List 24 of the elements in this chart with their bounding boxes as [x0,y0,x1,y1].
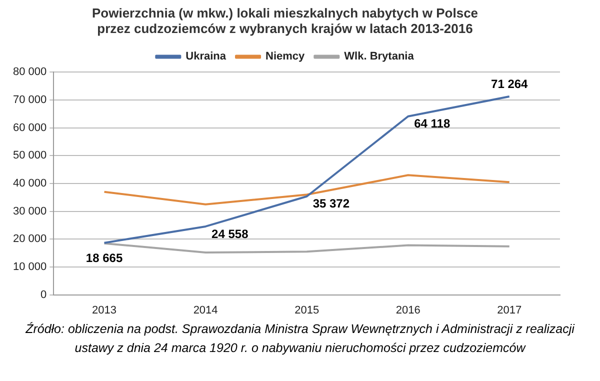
data-label: 71 264 [491,76,528,91]
data-label: 18 665 [86,251,123,266]
chart-title: Powierzchnia (w mkw.) lokali mieszkalnych nabytych w Polsce przez cudzoziemców z wybranych krajów w latach 2013-2016 [92,5,478,36]
y-tick-label: 50 000 [12,150,47,162]
x-tick-label: 2016 [396,304,420,316]
data-label: 64 118 [414,116,450,131]
y-tick-label: 40 000 [12,178,47,190]
legend-label: Wlk. Brytania [344,50,415,63]
y-tick-label: 60 000 [12,122,47,134]
x-tick-label: 2014 [193,304,218,316]
y-tick-label: 0 [40,288,47,301]
x-tick-label: 2017 [497,304,522,316]
legend-label: Niemcy [266,50,306,63]
y-tick-label: 20 000 [12,233,47,246]
text: Źródło: obliczenia na podst. Sprawozdania Ministra Spraw Wewnętrznych i Administracji z realizacji ustawy z dnia 24 marca 1920 r. o nabywaniu nieruchomości przez cudzoziemców [24,321,576,357]
y-tick-label: 30 000 [12,205,47,218]
x-tick-label: 2013 [92,304,117,316]
y-tick-label: 70 000 [12,94,47,106]
y-tick-label: 10 000 [12,261,47,274]
data-label: 24 558 [212,226,249,241]
x-tick-label: 2015 [294,304,320,316]
y-tick-label: 80 000 [12,66,47,78]
data-label: 35 372 [312,196,350,211]
legend-label: Ukraina [186,50,227,63]
